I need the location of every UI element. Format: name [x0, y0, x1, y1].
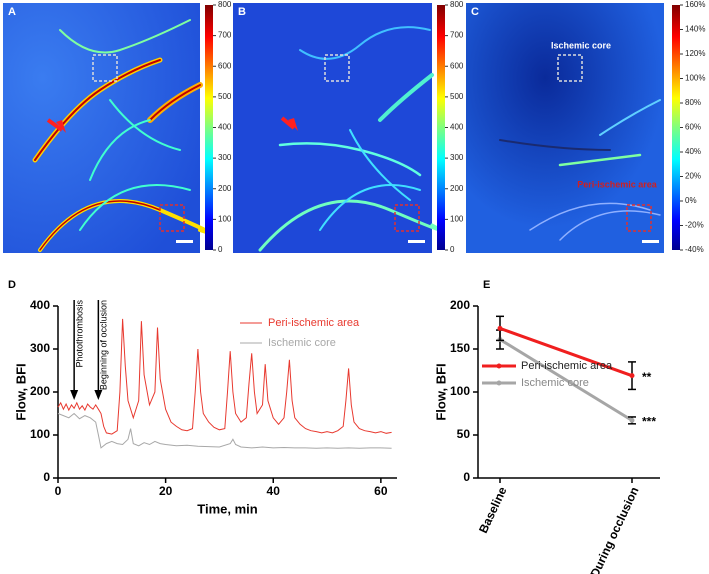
colorbar-tick-label: 700 [218, 31, 232, 40]
legend-label: Ischemic core [521, 377, 589, 389]
arrow-head [94, 390, 103, 400]
image-a [3, 3, 211, 253]
annotation-label: Beginning of occlusion [99, 300, 109, 390]
colorbar-tick-label: 0% [685, 196, 697, 205]
y-tick-label: 100 [450, 384, 470, 398]
colorbar-tick-label: 140% [685, 25, 705, 34]
colorbar-tick-label: 500 [450, 92, 464, 101]
colorbar-tick-label: 200 [218, 184, 232, 193]
colorbar-tick-label: 0 [218, 245, 223, 254]
panel-label: C [471, 6, 479, 18]
colorbar-tick-label: 100% [685, 74, 705, 83]
y-tick-label: 150 [450, 341, 470, 355]
colorbar-tick-label: 800 [450, 0, 464, 9]
colorbar-tick-label: 800 [218, 0, 232, 9]
y-axis-label: Flow, BFI [13, 363, 28, 420]
y-tick-label: 300 [30, 341, 50, 355]
colorbar-tick-label: 500 [218, 92, 232, 101]
colorbar-tick-label: 400 [450, 123, 464, 132]
colorbar-tick-label: 60% [685, 123, 701, 132]
colorbar-tick-label: 700 [450, 31, 464, 40]
colorbar-tick-label: 0 [450, 245, 455, 254]
region-label: Ischemic core [551, 40, 611, 50]
marker [629, 373, 635, 379]
y-tick-label: 200 [30, 384, 50, 398]
panel-label: B [238, 6, 246, 18]
image-b [233, 3, 442, 253]
colorbar [672, 5, 680, 250]
colorbar-tick-label: -20% [685, 221, 704, 230]
colorbar-tick-label: 40% [685, 147, 701, 156]
marker [629, 417, 635, 423]
x-tick-label: 0 [55, 484, 62, 498]
legend-marker [496, 363, 502, 369]
arrow-head [70, 390, 79, 400]
colorbar [437, 5, 445, 250]
colorbar-tick-label: 300 [218, 153, 232, 162]
legend-label: Ischemic core [268, 337, 336, 349]
x-tick-label: Baseline [476, 484, 510, 535]
panel-label: D [8, 279, 16, 291]
image-c [466, 3, 664, 253]
colorbar-tick-label: 100 [450, 214, 464, 223]
significance-label: *** [642, 415, 656, 429]
y-tick-label: 0 [463, 470, 470, 484]
colorbar-tick-label: 200 [450, 184, 464, 193]
significance-label: ** [642, 370, 652, 384]
colorbar-tick-label: 300 [450, 153, 464, 162]
colorbar-tick-label: 80% [685, 98, 701, 107]
colorbar-tick-label: 600 [450, 61, 464, 70]
colorbar-tick-label: 100 [218, 214, 232, 223]
legend-label: Peri-ischemic area [521, 360, 613, 372]
series-line [499, 326, 633, 378]
colorbar [205, 5, 213, 250]
series-line [499, 338, 633, 422]
colorbar-tick-label: 20% [685, 172, 701, 181]
series-line [57, 412, 392, 449]
y-axis-label: Flow, BFI [433, 363, 448, 420]
panel-label: E [483, 279, 490, 291]
x-tick-label: During occlusion [587, 485, 641, 574]
y-tick-label: 100 [30, 427, 50, 441]
x-axis-label: Time, min [197, 501, 258, 516]
legend-label: Peri-ischemic area [268, 317, 360, 329]
panel-label: A [8, 6, 16, 18]
annotation-label: Photothrombosis [75, 300, 85, 368]
y-tick-label: 400 [30, 298, 50, 312]
y-tick-label: 0 [43, 470, 50, 484]
marker [497, 325, 503, 331]
region-label: Peri-ischemic area [577, 179, 658, 189]
legend-marker [496, 380, 502, 386]
colorbar-tick-label: 120% [685, 49, 705, 58]
series-line [57, 318, 392, 435]
colorbar-tick-label: 600 [218, 61, 232, 70]
y-tick-label: 200 [450, 298, 470, 312]
colorbar-tick-label: -40% [685, 245, 704, 254]
colorbar-tick-label: 400 [218, 123, 232, 132]
x-tick-label: 60 [374, 484, 388, 498]
colorbar-tick-label: 160% [685, 0, 705, 9]
x-tick-label: 40 [267, 484, 281, 498]
x-tick-label: 20 [159, 484, 173, 498]
y-tick-label: 50 [457, 427, 471, 441]
